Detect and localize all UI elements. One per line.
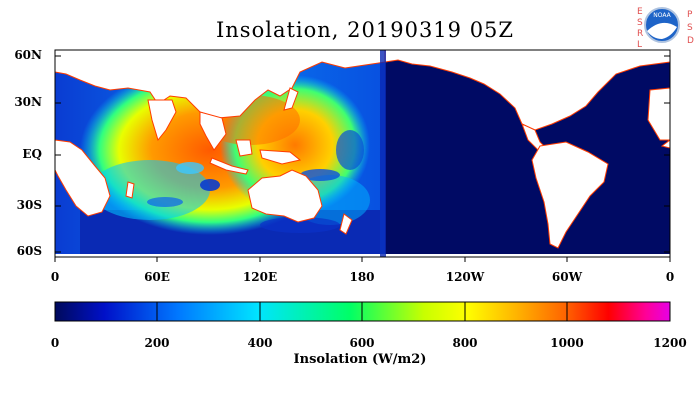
logo-letter: R	[637, 29, 643, 39]
map-title: Insolation, 20190319 05Z	[215, 18, 515, 42]
map-field	[55, 50, 670, 257]
lat-label-eq: EQ	[22, 147, 42, 161]
lon-label-120e: 120E	[242, 270, 278, 284]
colorbar-label-800: 800	[452, 336, 478, 350]
colorbar-label-400: 400	[247, 336, 273, 350]
colorbar-label-200: 200	[144, 336, 170, 350]
lon-label-0-east: 0	[665, 270, 675, 284]
lat-label-60s: 60S	[16, 244, 42, 258]
lon-label-120w: 120W	[445, 270, 485, 284]
lon-label-180: 180	[349, 270, 375, 284]
colorbar-label-1200: 1200	[653, 336, 687, 350]
colorbar-title: Insolation (W/m2)	[293, 352, 427, 367]
lon-label-60e: 60E	[144, 270, 170, 284]
lon-ticks	[54, 257, 671, 262]
lat-label-60n: 60N	[14, 48, 42, 62]
lon-label-0: 0	[50, 270, 60, 284]
lat-ticks	[55, 55, 670, 253]
lon-label-60w: 60W	[551, 270, 583, 284]
esrl-psd-logo: E S R L NOAA P S D	[637, 7, 694, 49]
logo-letter: E	[637, 7, 643, 17]
logo-letter: P	[687, 10, 693, 20]
colorbar-label-1000: 1000	[550, 336, 584, 350]
colorbar-label-600: 600	[349, 336, 375, 350]
logo-letter: D	[687, 36, 694, 46]
logo-letter: L	[637, 40, 642, 49]
logo-letter: S	[637, 18, 643, 28]
logo-letter: S	[687, 23, 693, 33]
noaa-text: NOAA	[653, 12, 671, 19]
colorbar-label-0: 0	[50, 336, 60, 350]
lat-label-30n: 30N	[14, 95, 42, 109]
colorbar-ticks	[156, 302, 568, 321]
lat-label-30s: 30S	[16, 198, 42, 212]
